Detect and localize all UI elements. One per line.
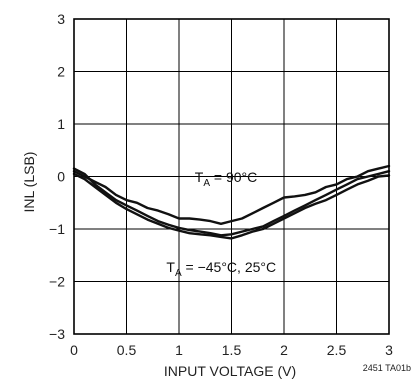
annotation-subscript: A [175,268,182,279]
annotation-text: = 90°C [210,169,257,185]
series-line-2 [72,167,391,237]
annotation-text: = −45°C, 25°C [182,259,276,275]
y-tick-label: −2 [49,274,65,290]
x-tick-label: 0 [70,342,78,358]
annotation-symbol: T [166,259,175,275]
plot-frame [73,18,390,335]
y-tick-label: 3 [57,11,65,27]
series-line-1 [72,164,391,225]
x-tick-labels: 0 0.5 1 1.5 2 2.5 3 [70,342,393,358]
x-tick-label: 1 [175,342,183,358]
annotations: TA = 90°CTA = −45°C, 25°C [166,169,276,279]
x-tick-label: 2.5 [327,342,347,358]
x-tick-label: 1.5 [222,342,242,358]
x-axis-label: INPUT VOLTAGE (V) [164,363,296,379]
series-line-3 [72,172,391,240]
figure-note: 2451 TA01b [363,363,411,373]
y-tick-label: 2 [57,64,65,80]
y-tick-label: −1 [49,221,65,237]
y-tick-labels: −3 −2 −1 0 1 2 3 [49,11,65,342]
y-axis-label: INL (LSB) [21,152,37,213]
y-tick-label: −3 [49,326,65,342]
x-tick-label: 0.5 [117,342,137,358]
y-tick-label: 1 [57,116,65,132]
x-tick-label: 3 [385,342,393,358]
annotation-subscript: A [203,178,210,189]
series-group [72,164,391,240]
x-tick-label: 2 [280,342,288,358]
temperature-annotation-1: TA = 90°C [195,169,257,189]
y-tick-label: 0 [57,169,65,185]
temperature-annotation-2: TA = −45°C, 25°C [166,259,276,279]
annotation-symbol: T [195,169,204,185]
